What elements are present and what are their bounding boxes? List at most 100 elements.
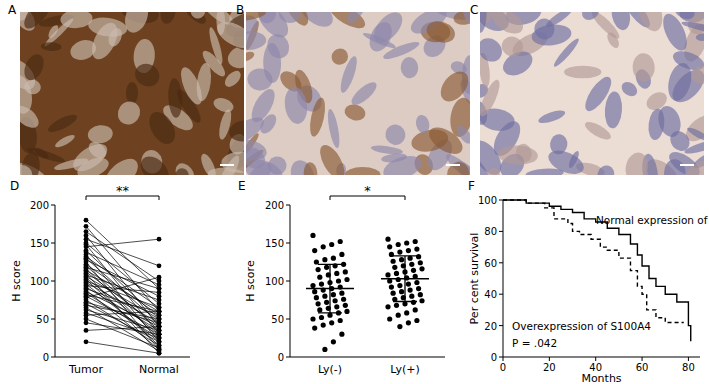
x-tick-label: 0 xyxy=(500,362,506,373)
pair-line xyxy=(86,310,159,331)
texture xyxy=(435,66,470,106)
point xyxy=(157,317,162,322)
panel-label: A xyxy=(8,3,17,17)
sd-bar xyxy=(318,264,342,313)
panel-label: D xyxy=(10,179,19,193)
y-tick xyxy=(286,319,290,320)
point xyxy=(157,309,162,314)
y-tick-label: 0 xyxy=(278,352,284,363)
point xyxy=(157,324,162,329)
pair-line xyxy=(86,262,159,349)
pair-line xyxy=(86,254,159,341)
texture xyxy=(195,62,213,102)
point xyxy=(157,324,162,329)
point xyxy=(316,301,321,306)
x-tick-label: 80 xyxy=(682,362,695,373)
point xyxy=(385,237,390,242)
texture xyxy=(126,82,138,104)
point xyxy=(414,280,419,285)
texture xyxy=(326,108,342,149)
texture xyxy=(424,18,458,46)
y-tick xyxy=(499,231,503,232)
point xyxy=(343,269,348,274)
texture xyxy=(564,66,601,79)
x-tick-label: 20 xyxy=(543,362,556,373)
significance: ** xyxy=(116,183,130,198)
texture xyxy=(87,15,128,39)
y-tick xyxy=(51,357,55,358)
pair-line xyxy=(86,273,159,353)
y-label: Per cent survival xyxy=(468,233,481,325)
point xyxy=(419,266,424,271)
pair-line xyxy=(86,342,159,353)
texture xyxy=(60,12,93,29)
pair-line xyxy=(86,290,159,349)
y-tick-label: 200 xyxy=(265,200,284,211)
texture xyxy=(658,12,691,54)
point xyxy=(391,291,396,296)
point xyxy=(157,351,162,356)
point xyxy=(157,332,162,337)
texture xyxy=(686,125,704,143)
tissue xyxy=(20,12,244,175)
y-tick-label: 80 xyxy=(484,226,497,237)
point xyxy=(157,324,162,329)
point xyxy=(321,244,326,249)
point xyxy=(413,307,418,312)
texture xyxy=(246,50,256,64)
texture xyxy=(414,113,431,134)
point xyxy=(334,271,339,276)
pair-line xyxy=(86,302,159,323)
point xyxy=(157,275,162,280)
point xyxy=(310,283,315,288)
point xyxy=(157,298,162,303)
texture xyxy=(487,12,528,39)
y-tick xyxy=(286,281,290,282)
point xyxy=(157,332,162,337)
texture xyxy=(167,78,183,118)
pair-line xyxy=(86,239,159,247)
y-tick xyxy=(51,281,55,282)
y-tick-label: 60 xyxy=(484,258,497,269)
point xyxy=(343,303,348,308)
point xyxy=(310,233,315,238)
texture xyxy=(172,160,198,175)
point xyxy=(341,297,346,302)
p-value: P = .042 xyxy=(512,337,557,349)
texture xyxy=(583,119,614,143)
x-axis xyxy=(290,357,445,358)
point xyxy=(406,320,411,325)
x-tick-label: Normal xyxy=(139,363,179,376)
texture xyxy=(696,33,704,41)
texture xyxy=(690,64,704,85)
point xyxy=(321,322,326,327)
y-tick xyxy=(499,357,503,358)
point xyxy=(339,332,344,337)
point xyxy=(84,328,89,333)
y-tick xyxy=(499,262,503,263)
point xyxy=(338,239,343,244)
micrograph xyxy=(20,12,244,175)
y-tick xyxy=(51,205,55,206)
texture xyxy=(33,146,50,161)
texture xyxy=(370,144,403,156)
plot-area xyxy=(84,218,162,356)
texture xyxy=(581,73,616,115)
point xyxy=(416,254,421,259)
point xyxy=(84,224,89,229)
scale-bar xyxy=(446,164,460,166)
texture xyxy=(41,42,62,52)
pair-line xyxy=(86,269,159,338)
point xyxy=(385,272,390,277)
point xyxy=(157,263,162,268)
point xyxy=(416,286,421,291)
x-tick xyxy=(595,357,596,361)
texture xyxy=(68,37,99,63)
point xyxy=(397,283,402,288)
x-tick-label: 60 xyxy=(636,362,649,373)
point xyxy=(344,309,349,314)
point xyxy=(157,290,162,295)
y-tick xyxy=(51,319,55,320)
point xyxy=(324,300,329,305)
point xyxy=(333,298,338,303)
